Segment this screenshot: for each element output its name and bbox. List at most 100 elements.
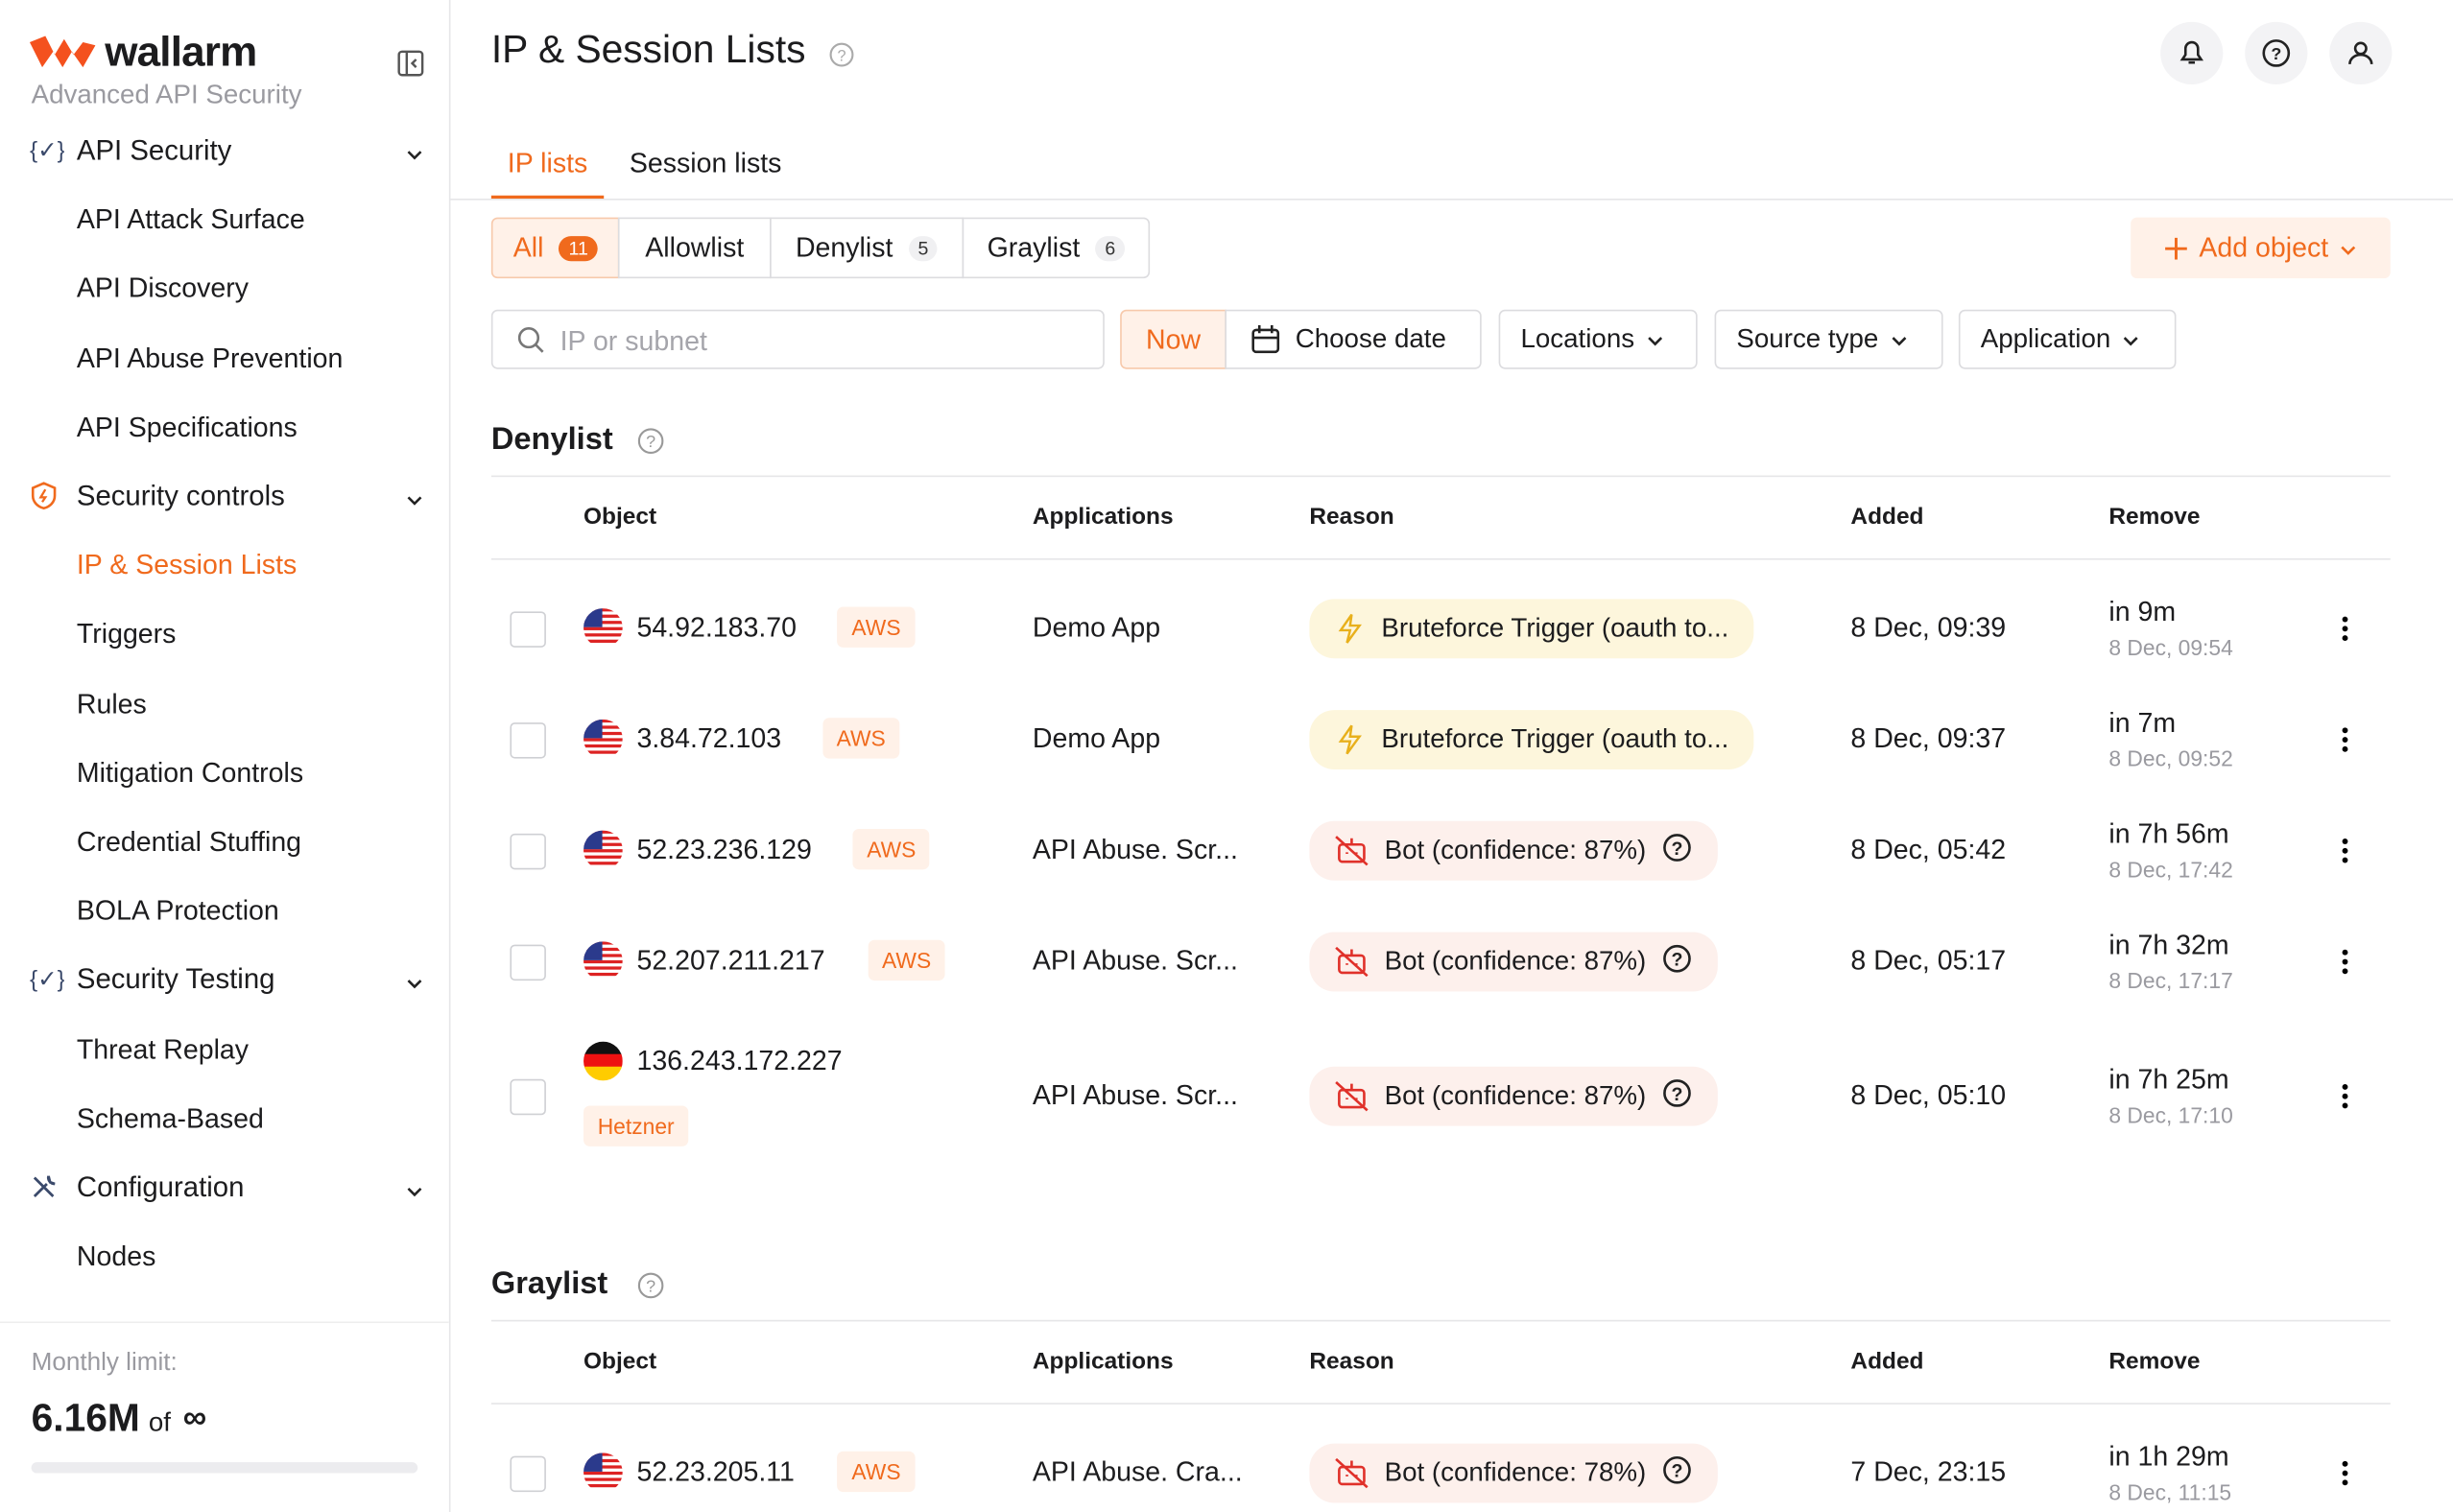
divider [490,1319,2391,1322]
limit-panel: Monthly limit: 6.16M of ∞ [0,1321,449,1512]
nav-item[interactable]: API Attack Surface [76,203,305,235]
country-flag [583,719,623,767]
reason-help[interactable]: ? [1662,831,1694,870]
nav-item[interactable]: API Abuse Prevention [76,342,344,373]
nav-section-chevron [394,141,422,169]
remove-at: 8 Dec, 09:54 [2108,634,2233,660]
nav-item[interactable]: API Discovery [76,272,250,304]
column-header: Added [1850,503,1924,531]
filter-label: Graylist [987,231,1081,263]
nav-item[interactable]: Rules [76,687,147,720]
row-checkbox[interactable] [510,611,546,648]
nav-item[interactable]: API Specifications [76,411,298,442]
page-title: IP & Session Lists [490,28,806,72]
search-box[interactable]: IP or subnet [490,309,1105,369]
profile-button[interactable] [2329,21,2393,85]
help-icon[interactable]: ? [829,42,854,67]
row-menu[interactable] [2337,837,2352,872]
filter-count: 6 [1095,235,1126,261]
filter-label: All [512,231,544,263]
nav-section[interactable]: Configuration [0,1169,449,1207]
tab[interactable]: IP lists [490,147,605,200]
list-help-icon[interactable]: ? [636,427,664,462]
remove-in: in 7h 56m [2108,817,2229,850]
nav-section[interactable]: {✓} API Security [0,133,449,171]
filter-dropdown[interactable]: Locations [1498,309,1698,369]
reason-pill: Bot (confidence: 87%)? [1309,1066,1719,1126]
collapse-button[interactable] [397,50,424,77]
nav-item[interactable]: Triggers [76,618,177,650]
filter-label: Denylist [795,231,893,263]
svg-text:?: ? [1672,949,1683,970]
filter-button[interactable]: Denylist 5 [770,217,965,279]
nav-section-icon [30,482,64,521]
application: Demo App [1032,611,1161,643]
svg-text:?: ? [837,48,845,65]
row-checkbox[interactable] [510,722,546,759]
reason-help[interactable]: ? [1662,1453,1694,1493]
remove-at: 8 Dec, 11:15 [2108,1479,2232,1505]
brand-subtitle: Advanced API Security [31,80,302,110]
logo-icon [29,35,96,68]
row-menu[interactable] [2337,725,2352,761]
filter-button[interactable]: All 11 [490,217,620,279]
limit-max: ∞ [182,1399,207,1436]
row-menu[interactable] [2337,615,2352,650]
ip-address: 54.92.183.70 [636,611,798,643]
added-date: 8 Dec, 05:42 [1850,833,2007,865]
reason-text: Bot (confidence: 87%) [1384,1080,1647,1111]
country-flag [583,608,623,655]
provider-tag: AWS [837,1451,916,1493]
filter-dropdown[interactable]: Application [1958,309,2177,369]
nav-item[interactable]: Credential Stuffing [76,825,302,858]
brand: wallarm [105,28,257,76]
dropdown-label: Locations [1520,323,1635,354]
column-header: Added [1850,1348,1924,1375]
remove-in: in 7h 32m [2108,929,2229,960]
row-checkbox[interactable] [510,833,546,870]
row-checkbox[interactable] [510,1078,546,1116]
row-menu[interactable] [2337,1082,2352,1118]
nav-section-label: API Security [76,134,232,166]
add-object-button[interactable]: Add object [2131,217,2391,279]
nav-item[interactable]: Threat Replay [76,1032,250,1065]
row-menu[interactable] [2337,1459,2352,1495]
nav-item[interactable]: BOLA Protection [76,894,279,927]
notifications-button[interactable] [2160,21,2224,85]
svg-text:?: ? [646,432,655,451]
row-menu[interactable] [2337,948,2352,983]
column-header: Applications [1032,1348,1174,1375]
reason-pill: Bruteforce Trigger (oauth to... [1309,710,1754,770]
row-checkbox[interactable] [510,1455,546,1493]
help-button[interactable]: ? [2245,21,2308,85]
column-header: Reason [1309,503,1394,531]
tab[interactable]: Session lists [629,147,782,178]
nav-section[interactable]: {✓} Security Testing [0,962,449,1000]
nav-item[interactable]: IP & Session Lists [76,549,298,581]
nav-section-label: Security Testing [76,963,275,996]
reason-help[interactable]: ? [1662,942,1694,981]
ip-address: 136.243.172.227 [636,1044,843,1076]
filter-button[interactable]: Graylist 6 [962,217,1151,279]
nav-section[interactable]: Security controls [0,479,449,516]
filter-dropdown[interactable]: Source type [1714,309,1943,369]
nav-item[interactable]: Schema-Based [76,1101,264,1134]
filter-button[interactable]: Allowlist [617,217,772,279]
remove-in: in 9m [2108,596,2177,627]
nav-section-icon: {✓} [30,965,65,1004]
choose-date-button[interactable]: Choose date [1225,309,1482,369]
provider-tag: AWS [822,718,900,759]
ip-address: 52.207.211.217 [636,944,825,977]
column-header: Remove [2108,1348,2201,1375]
provider-tag: Hetzner [583,1105,689,1146]
limit-of: of [148,1407,171,1438]
list-title: Denylist [490,422,613,457]
nav-item[interactable]: Nodes [76,1240,156,1272]
row-checkbox[interactable] [510,944,546,981]
list-help-icon[interactable]: ? [636,1271,664,1307]
reason-help[interactable]: ? [1662,1076,1694,1116]
now-button[interactable]: Now [1120,309,1226,369]
column-header: Reason [1309,1348,1394,1375]
nav-item[interactable]: Mitigation Controls [76,756,304,789]
reason-text: Bot (confidence: 87%) [1384,835,1647,865]
